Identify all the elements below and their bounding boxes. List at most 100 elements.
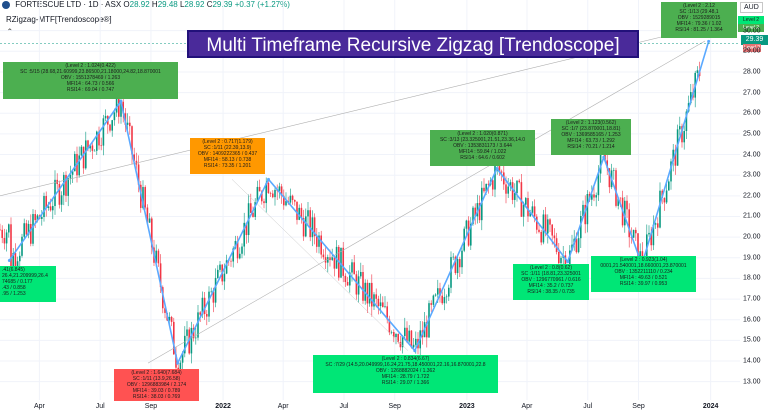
candle-body xyxy=(555,238,558,253)
candle-body xyxy=(129,122,131,127)
pivot-label-line: RSI14 : 69.04 / 0.747 xyxy=(66,87,115,93)
candle-body xyxy=(591,194,593,200)
candle-body xyxy=(388,319,391,333)
candle-body xyxy=(333,257,336,269)
candle-body xyxy=(397,333,399,342)
ohlc-close: 29.39 xyxy=(212,0,233,9)
candle-body xyxy=(393,332,395,338)
candle-body xyxy=(8,224,10,233)
pivot-label-line: 74685 / 0.177 xyxy=(2,279,33,285)
pivot-label-line: MFI14 : 35.2 / 0.737 xyxy=(528,283,574,289)
time-axis[interactable]: Apr Jul Sep 2022 Apr Jul Sep 2023 Apr Jul Sep 2024 xyxy=(0,400,740,414)
candle-body xyxy=(406,327,408,342)
candle-body xyxy=(14,252,17,267)
candle-body xyxy=(164,308,166,313)
pivot-label-a: (Level 2 : 1.024(0.422) SC :5/15 (28.68,2… xyxy=(3,62,178,99)
candle-body xyxy=(511,182,514,200)
candle-body xyxy=(335,246,338,269)
candle-body xyxy=(648,232,650,235)
candle-body xyxy=(452,256,454,258)
candle-body xyxy=(21,236,23,256)
candle-body xyxy=(32,214,34,244)
pivot-label-line: OBV : 1268882024 / 1.362 xyxy=(375,368,436,374)
candle-body xyxy=(404,327,406,337)
candle-body xyxy=(595,195,597,198)
candle-body xyxy=(439,288,441,296)
candle-body xyxy=(494,165,496,190)
candle-body xyxy=(346,282,349,286)
zigzag-pivot-point xyxy=(266,177,270,181)
candle-body xyxy=(516,180,518,194)
symbol-logo-icon xyxy=(2,0,10,9)
pivot-label-line: (Level 2 : 2.12 xyxy=(683,3,715,9)
price-chart[interactable] xyxy=(0,0,740,400)
candle-body xyxy=(89,145,91,149)
candle-body xyxy=(102,118,105,146)
x-tick-label: 2024 xyxy=(702,403,719,410)
candle-body xyxy=(465,220,468,229)
candle-body xyxy=(632,229,635,238)
y-tick-label: 24.00 xyxy=(743,151,761,159)
candle-body xyxy=(544,214,547,234)
candle-body xyxy=(3,237,6,244)
candle-body xyxy=(232,248,234,262)
candle-body xyxy=(522,204,525,217)
collapse-chevron-icon[interactable]: ⌃ xyxy=(6,27,14,37)
pivot-label-line: OBV : 1352211110 / 0.234 xyxy=(614,269,673,275)
candle-body xyxy=(313,217,316,237)
candle-body xyxy=(498,162,501,172)
candle-body xyxy=(157,250,160,264)
pivot-label-line: (Level 2 : 0.923(1.04) xyxy=(619,257,668,263)
currency-label[interactable]: AUD xyxy=(740,2,763,13)
level-tag-upper: Level 2 xyxy=(738,16,764,24)
candle-body xyxy=(263,201,265,204)
symbol-name[interactable]: FORTESCUE LTD · 1D · ASX xyxy=(15,0,122,9)
candle-body xyxy=(604,149,606,161)
candle-body xyxy=(36,215,39,221)
candle-body xyxy=(360,272,362,277)
candle-body xyxy=(181,353,184,363)
candle-body xyxy=(558,252,560,264)
candle-body xyxy=(146,207,149,223)
candle-body xyxy=(135,160,138,165)
candle-body xyxy=(142,187,144,208)
candle-body xyxy=(474,207,476,217)
candle-body xyxy=(0,229,1,231)
candle-body xyxy=(16,261,19,267)
candle-body xyxy=(65,174,67,196)
pivot-label-e: (Level 2 : 0.834(6.67) SC :7/29 (14.5,20.… xyxy=(313,355,498,393)
candle-body xyxy=(487,183,490,185)
pivot-label-line: RSI14 : 38.03 / 0.769 xyxy=(132,394,181,400)
pivot-label-line: RSI14 : 38.35 / 0.735 xyxy=(527,289,575,295)
indicator-name[interactable]: RZigzag-MTF[Trendoscope®] xyxy=(6,15,112,24)
candle-body xyxy=(155,250,157,263)
candle-body xyxy=(54,179,56,207)
candle-body xyxy=(437,288,439,295)
candle-body xyxy=(12,252,14,267)
pivot-label-line: (Level 2 : 0.717(1.179) xyxy=(202,139,253,145)
zigzag-pivot-point xyxy=(7,258,11,262)
candle-body xyxy=(401,336,404,348)
candle-body xyxy=(371,282,373,307)
candle-body xyxy=(434,294,437,296)
candle-body xyxy=(41,217,43,219)
ohlc-high: 29.48 xyxy=(157,0,178,9)
candle-body xyxy=(547,219,549,234)
candle-body xyxy=(353,262,355,275)
candle-body xyxy=(448,287,450,297)
candle-body xyxy=(580,216,582,239)
candle-body xyxy=(10,224,12,267)
candle-body xyxy=(168,317,171,321)
candle-body xyxy=(652,224,655,246)
candle-body xyxy=(456,259,459,274)
candle-body xyxy=(126,122,129,125)
candle-body xyxy=(628,209,630,238)
pivot-label-line: .41(6.845) xyxy=(2,267,25,273)
candlestick-series xyxy=(0,26,706,386)
x-tick-label: Sep xyxy=(388,403,401,410)
candle-body xyxy=(626,200,628,210)
candle-body xyxy=(302,217,305,237)
candle-body xyxy=(298,207,300,220)
pivot-label-line: RSI14 : 81.25 / 1.364 xyxy=(675,27,723,33)
candle-body xyxy=(245,222,248,236)
